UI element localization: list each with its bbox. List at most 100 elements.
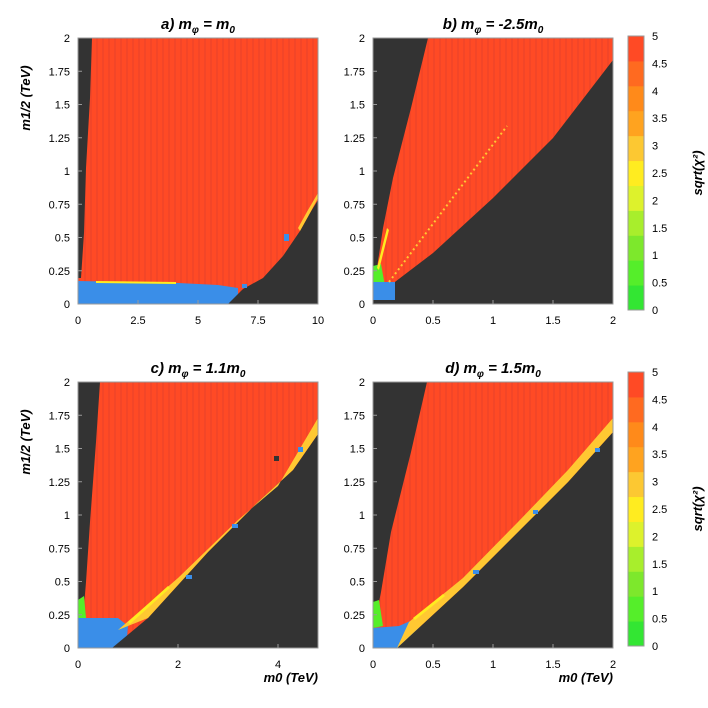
colorbar-frame: [627, 35, 645, 311]
colorbar-label: sqrt(χ²): [690, 486, 705, 531]
colorbar-segment: [628, 260, 644, 286]
ytick-label: 0.5: [55, 233, 70, 245]
ytick-label: 2: [359, 33, 365, 45]
ytick-label: 1.5: [55, 100, 70, 112]
colorbar-tick: 4: [652, 422, 658, 434]
blue-dot-c1: [186, 575, 192, 579]
colorbar-segment: [628, 571, 644, 597]
blue-dot-d2: [533, 510, 538, 514]
blue-dot-a1: [284, 234, 289, 241]
colorbar-segment: [628, 135, 644, 162]
blue-dot-d3: [595, 448, 600, 452]
ytick-label: 0.75: [49, 543, 70, 555]
panel-b: b) mφ = -2.5m0 0 0.25 0.5 0.75 1 1.25 1.5 1.75 2…: [344, 16, 616, 327]
ytick-label: 1.5: [350, 444, 365, 456]
ylabel-a: m1/2 (TeV): [18, 65, 33, 130]
colorbar-segment: [628, 521, 644, 547]
colorbar-segment: [628, 36, 644, 62]
colorbar-label: sqrt(χ²): [690, 150, 705, 195]
excluded-right-b: [373, 60, 613, 304]
colorbar-tick: 3: [652, 477, 658, 489]
ytick-label: 1: [64, 166, 70, 178]
ylabel-c: m1/2 (TeV): [18, 409, 33, 474]
yticks-d: 0 0.25 0.5 0.75 1 1.25 1.5 1.75 2: [344, 377, 377, 655]
colorbar-segment: [628, 596, 644, 622]
ytick-label: 0.75: [49, 199, 70, 211]
colorbar-segment: [628, 60, 644, 87]
ytick-label: 0.5: [350, 233, 365, 245]
colorbar-segment: [628, 446, 644, 473]
blue-band-a: [78, 281, 238, 304]
xticks-a: 0 2.5 5 7.5 10: [75, 300, 324, 327]
colorbar-tick: 2: [652, 195, 658, 207]
colorbar-top: 0 0.5 1 1.5 2 2.5 3 3.5 4 4.5 5 sqrt(χ²): [627, 31, 705, 317]
ytick-label: 1.5: [55, 444, 70, 456]
xtick-label: 0: [370, 315, 376, 327]
xtick-label: 1.5: [545, 315, 560, 327]
yticks-b: 0 0.25 0.5 0.75 1 1.25 1.5 1.75 2: [344, 33, 377, 311]
colorbar-segment: [628, 285, 644, 311]
excluded-right-c: [112, 434, 318, 648]
ytick-label: 0.25: [49, 610, 70, 622]
xtick-label: 1: [490, 315, 496, 327]
title-b: b) mφ = -2.5m0: [443, 16, 544, 36]
colorbar-tick: 0: [652, 305, 658, 317]
excluded-left-b: [373, 38, 428, 283]
ytick-label: 1: [359, 510, 365, 522]
xtick-label: 0.5: [425, 659, 440, 671]
colorbar-segment: [628, 210, 644, 236]
xtick-label: 0.5: [425, 315, 440, 327]
yticks-c: 0 0.25 0.5 0.75 1 1.25 1.5 1.75 2: [49, 377, 82, 655]
xticks-d: 0 0.5 1 1.5 2: [370, 644, 616, 671]
xtick-label: 10: [312, 315, 324, 327]
xtick-label: 0: [370, 659, 376, 671]
colorbar-tick: 3: [652, 141, 658, 153]
colorbar-tick: 5: [652, 31, 658, 43]
xtick-label: 5: [195, 315, 201, 327]
xtick-label: 2: [610, 659, 616, 671]
yellow-edge-b: [377, 228, 389, 270]
colorbar-segment: [628, 496, 644, 522]
colorbar-segment: [628, 185, 644, 211]
colorbar-tick: 2.5: [652, 168, 667, 180]
blue-dot-c3: [298, 447, 303, 452]
colorbar-segment: [628, 235, 644, 261]
colorbar-tick: 1: [652, 586, 658, 598]
ytick-label: 1.25: [49, 477, 70, 489]
colorbar-tick: 0.5: [652, 614, 667, 626]
colorbar-segment: [628, 396, 644, 423]
green-edge-c: [78, 596, 86, 618]
boundary-band-a: [298, 193, 318, 231]
title-c: c) mφ = 1.1m0: [151, 360, 246, 380]
ytick-label: 0.25: [344, 610, 365, 622]
xticks-b: 0 0.5 1 1.5 2: [370, 300, 616, 327]
xtick-label: 2.5: [130, 315, 145, 327]
xtick-label: 0: [75, 315, 81, 327]
ytick-label: 1.5: [350, 100, 365, 112]
excluded-left-d: [373, 382, 427, 626]
yellow-streak-c: [128, 586, 170, 624]
ytick-label: 0.25: [49, 266, 70, 278]
colorbar-segment: [628, 471, 644, 498]
colorbar-segment: [628, 421, 644, 448]
colorbar-tick: 3.5: [652, 449, 667, 461]
ytick-label: 1: [359, 166, 365, 178]
colorbar-tick: 1: [652, 250, 658, 262]
ytick-label: 1.75: [344, 410, 365, 422]
xlabel-d: m0 (TeV): [559, 670, 613, 685]
yellow-edge-a: [96, 281, 176, 284]
xlabel-c: m0 (TeV): [264, 670, 318, 685]
xtick-label: 1: [490, 659, 496, 671]
excluded-right-a: [228, 200, 318, 304]
excluded-left-c: [78, 382, 100, 620]
colorbar-tick: 4.5: [652, 58, 667, 70]
colorbar-segment: [628, 110, 644, 137]
colorbar-tick: 2.5: [652, 504, 667, 516]
xtick-label: 4: [275, 659, 281, 671]
panel-a: a) mφ = m0 0 0.25 0.5 0.75 1 1.25 1.5 1.75 2 0 2.…: [18, 16, 324, 327]
ytick-label: 1.75: [49, 410, 70, 422]
colorbar-segment: [628, 372, 644, 398]
black-blip-c: [274, 456, 279, 461]
title-a: a) mφ = m0: [161, 16, 235, 36]
